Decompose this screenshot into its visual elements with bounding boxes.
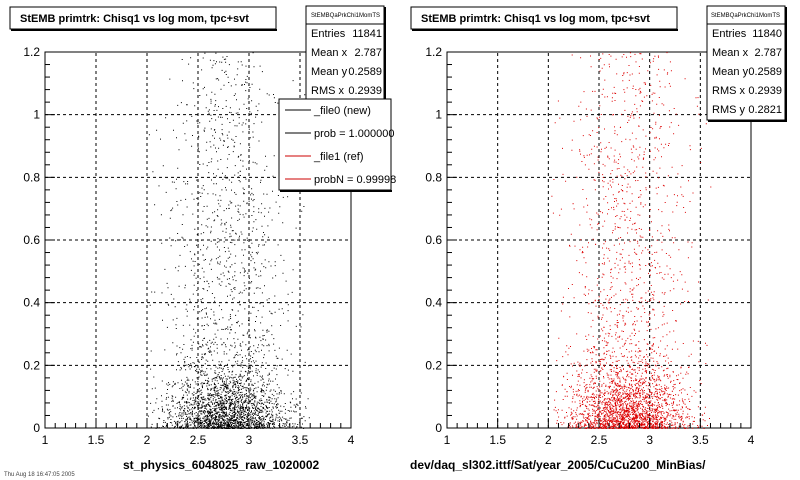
y-tick-label: 1: [435, 108, 442, 122]
scatter-marks: [551, 52, 712, 429]
stats-value: 11841: [352, 28, 382, 40]
stats-value: 0.2589: [748, 66, 782, 78]
footer-timestamp: Thu Aug 18 16:47:05 2005: [4, 472, 75, 478]
legend-left: _file0 (new) prob = 1.000000 _file1 (ref…: [278, 98, 396, 192]
chart-title-right: StEMB primtrk: Chisq1 vs log mom, tpc+sv…: [421, 13, 650, 25]
y-tick-label: 0.4: [425, 296, 442, 310]
stats-value: 0.2589: [348, 66, 382, 78]
stats-label: RMS y: [712, 104, 746, 116]
stats-label: Entries: [712, 28, 747, 40]
stats-label: Mean x: [311, 47, 348, 59]
scatter-points-right: [551, 52, 712, 429]
x-tick-label: 1.5: [88, 433, 105, 447]
stats-label: Entries: [311, 28, 346, 40]
stats-name-right: StEMBQaPrkChi1MomTS: [711, 13, 780, 19]
stats-label: RMS x: [712, 85, 746, 97]
y-tick-label: 0: [33, 421, 40, 435]
x-tick-label: 4: [748, 433, 755, 447]
y-tick-label: 0.4: [23, 296, 40, 310]
x-tick-label: 2: [545, 433, 552, 447]
stats-box-left: StEMBQaPrkChi1MomTS Entries 11841 Mean x…: [305, 5, 386, 103]
chart-title-left: StEMB primtrk: Chisq1 vs log mom, tpc+sv…: [20, 13, 249, 25]
stats-value: 0.2821: [748, 104, 782, 116]
legend-entry: _file0 (new): [313, 105, 371, 117]
legend-entry: prob = 1.000000: [314, 128, 394, 140]
stats-value: 2.787: [754, 47, 782, 59]
stats-value: 2.787: [354, 47, 382, 59]
y-tick-label: 0.2: [23, 358, 40, 372]
y-tick-label: 0: [435, 421, 442, 435]
x-tick-label: 3: [646, 433, 653, 447]
x-tick-label: 2.5: [190, 433, 207, 447]
x-axis-label-left: st_physics_6048025_raw_1020002: [123, 458, 319, 472]
stats-box-right: StEMBQaPrkChi1MomTS Entries 11840 Mean x…: [706, 5, 787, 122]
panel-right: 1 1.5 2 2.5 3 3.5 4 0 0.2 0.4 0.6 0.8 1 1.2 StEMB pri…: [410, 5, 787, 472]
y-tick-label: 0.6: [23, 233, 40, 247]
x-tick-label: 3: [246, 433, 253, 447]
grid-right: [447, 52, 751, 428]
x-tick-label: 2.5: [591, 433, 608, 447]
stats-label: Mean x: [712, 47, 749, 59]
x-tick-label: 1: [444, 433, 451, 447]
x-tick-label: 3.5: [692, 433, 709, 447]
y-tick-label: 1: [33, 108, 40, 122]
stats-value: 11840: [752, 28, 782, 40]
y-tick-label: 0.6: [425, 233, 442, 247]
legend-entry: _file1 (ref): [313, 151, 364, 163]
x-tick-label: 1.5: [489, 433, 506, 447]
legend-entry: probN = 0.99998: [314, 174, 396, 186]
x-tick-label: 4: [348, 433, 355, 447]
y-tick-label: 0.8: [23, 170, 40, 184]
panel-left: 1 1.5 2 2.5 3 3.5 4 0 0.2 0.4 0.6 0.8 1 1.2 StEMB pri…: [9, 5, 396, 472]
axes-right: 1 1.5 2 2.5 3 3.5 4 0 0.2 0.4 0.6 0.8 1 1.2: [425, 45, 754, 447]
stats-value: 0.2939: [748, 85, 782, 97]
x-tick-label: 1: [42, 433, 49, 447]
stats-value: 0.2939: [348, 85, 382, 97]
y-tick-label: 1.2: [23, 45, 40, 59]
x-tick-label: 3.5: [292, 433, 309, 447]
stats-name-left: StEMBQaPrkChi1MomTS: [311, 13, 380, 19]
stats-label: Mean y: [712, 66, 749, 78]
grid-left: [45, 52, 351, 428]
x-tick-label: 2: [144, 433, 151, 447]
y-tick-label: 0.2: [425, 358, 442, 372]
y-tick-label: 1.2: [425, 45, 442, 59]
stats-label: Mean y: [311, 66, 348, 78]
stats-label: RMS x: [311, 85, 345, 97]
y-tick-label: 0.8: [425, 170, 442, 184]
x-axis-label-right: dev/daq_sl302.ittf/Sat/year_2005/CuCu200…: [410, 458, 706, 472]
axes-left: 1 1.5 2 2.5 3 3.5 4 0 0.2 0.4 0.6 0.8 1 1.2: [23, 45, 354, 447]
